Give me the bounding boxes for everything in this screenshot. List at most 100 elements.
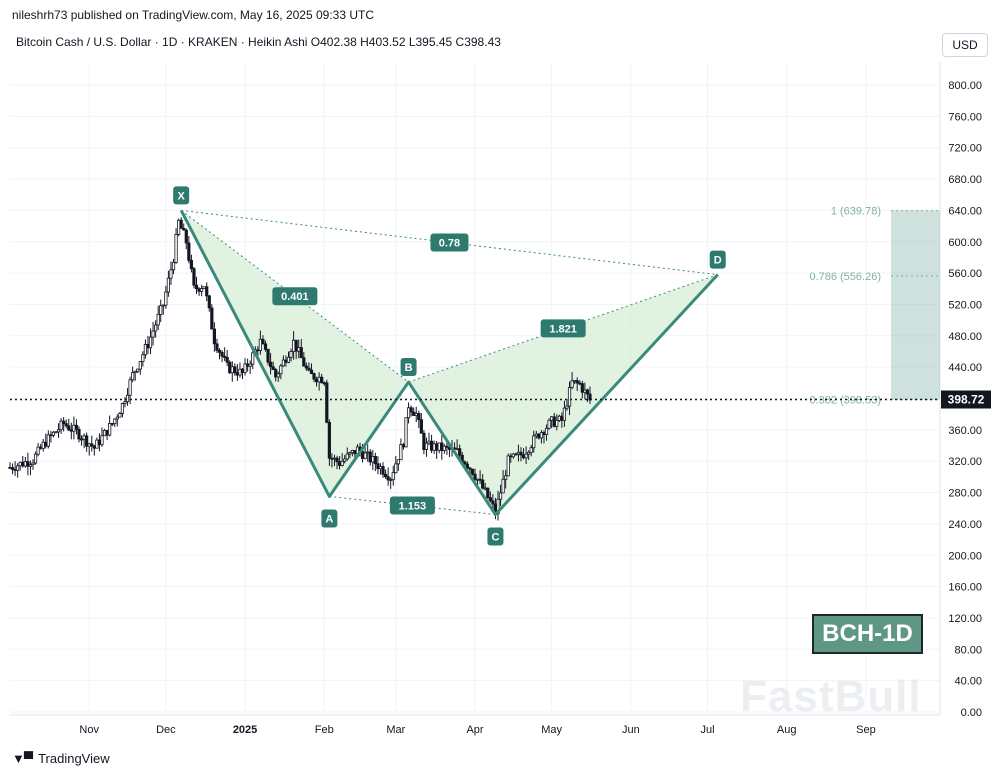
candle-body bbox=[62, 420, 66, 425]
candle-body bbox=[565, 405, 569, 409]
candle-body bbox=[246, 363, 250, 367]
candle-body bbox=[580, 383, 584, 393]
candle-body bbox=[197, 288, 201, 292]
harmonic-pattern-legs bbox=[179, 209, 719, 516]
candle-body bbox=[87, 443, 91, 447]
candle-body bbox=[266, 348, 270, 363]
candle-body bbox=[527, 451, 531, 455]
candle-body bbox=[210, 307, 214, 330]
candle-body bbox=[82, 435, 86, 440]
point-label: C bbox=[491, 531, 499, 543]
xab-triangle bbox=[181, 210, 409, 497]
candle-body bbox=[205, 286, 209, 297]
x-tick-label: May bbox=[541, 724, 562, 736]
candle-body bbox=[373, 456, 377, 465]
candle-body bbox=[555, 419, 559, 427]
candle-body bbox=[440, 442, 444, 451]
watermark: FastBull bbox=[740, 672, 922, 721]
candle-body bbox=[189, 259, 194, 270]
candle-body bbox=[363, 452, 367, 459]
candle-body bbox=[18, 461, 22, 467]
y-tick-label: 480.00 bbox=[948, 331, 982, 343]
candle-body bbox=[337, 461, 342, 466]
candle-body bbox=[105, 429, 109, 436]
candle-body bbox=[187, 242, 191, 261]
candle-body bbox=[406, 407, 411, 419]
candle-body bbox=[133, 370, 137, 374]
candle-body bbox=[26, 461, 30, 467]
projection-zone bbox=[891, 210, 940, 400]
candle-body bbox=[360, 450, 365, 459]
candle-body bbox=[220, 351, 224, 357]
candle-body bbox=[424, 442, 429, 450]
candle-body bbox=[389, 479, 393, 482]
candle-body bbox=[28, 464, 33, 467]
candle-body bbox=[547, 419, 551, 429]
candle-body bbox=[455, 448, 459, 451]
price-chart[interactable]: 800.00 760.00 720.00 680.00 640.00 600.00 560.… bbox=[0, 0, 1003, 745]
x-tick-label: Apr bbox=[466, 724, 483, 736]
point-label-box bbox=[709, 250, 726, 269]
candle-body bbox=[184, 229, 188, 244]
current-price-tag bbox=[941, 390, 991, 409]
candle-body bbox=[399, 444, 403, 461]
candle-body bbox=[251, 352, 255, 365]
candle-body bbox=[432, 443, 436, 451]
currency-button[interactable]: USD bbox=[942, 33, 988, 57]
candle-body bbox=[332, 457, 337, 460]
candle-body bbox=[108, 423, 112, 436]
candle-body bbox=[552, 416, 556, 427]
candle-body bbox=[146, 344, 150, 349]
symbol-info: Bitcoin Cash / U.S. Dollar · 1D · KRAKEN… bbox=[16, 35, 501, 49]
candle-body bbox=[36, 446, 40, 455]
candle-body bbox=[51, 431, 56, 436]
candle-body bbox=[143, 344, 148, 356]
candle-body bbox=[340, 460, 344, 466]
candle-body bbox=[256, 349, 260, 352]
candle-body bbox=[394, 463, 398, 474]
candle-body bbox=[412, 411, 416, 416]
candle-body bbox=[258, 338, 262, 351]
candle-body bbox=[8, 467, 12, 469]
candle-body bbox=[304, 365, 308, 369]
candle-body bbox=[542, 432, 546, 435]
candle-body bbox=[588, 393, 592, 401]
ratio-label: 0.401 bbox=[281, 291, 309, 303]
candle-body bbox=[521, 454, 526, 459]
candle-body bbox=[261, 338, 265, 345]
footer: ▼▀ TradingView bbox=[12, 751, 110, 766]
candle-body bbox=[335, 457, 339, 463]
candle-body bbox=[177, 219, 181, 235]
ratio-label-box bbox=[540, 319, 586, 338]
y-tick-label: 760.00 bbox=[948, 111, 982, 123]
candle-body bbox=[171, 261, 176, 271]
candle-body bbox=[378, 466, 383, 470]
candle-body bbox=[570, 380, 574, 388]
candle-body bbox=[97, 439, 102, 446]
candle-body bbox=[286, 356, 291, 363]
ratio-label: 1.821 bbox=[549, 323, 577, 335]
candle-body bbox=[475, 478, 480, 481]
candle-body bbox=[343, 458, 347, 462]
candle-body bbox=[281, 359, 285, 367]
candle-body bbox=[532, 435, 536, 449]
candle-body bbox=[371, 456, 375, 463]
candle-body bbox=[302, 357, 306, 367]
candle-body bbox=[498, 492, 503, 500]
fib-level-label: 0.786 (556.26) bbox=[809, 271, 881, 283]
candle-body bbox=[557, 415, 561, 421]
candle-body bbox=[92, 445, 96, 449]
tradingview-logo-icon: ▼▀ bbox=[12, 751, 33, 766]
y-tick-label: 200.00 bbox=[948, 550, 982, 562]
candle-body bbox=[573, 380, 577, 382]
candle-body bbox=[131, 372, 135, 381]
candle-body bbox=[445, 445, 449, 448]
candle-body bbox=[537, 433, 541, 439]
ratio-label-box bbox=[389, 496, 435, 515]
candle-body bbox=[23, 461, 27, 467]
candle-body bbox=[348, 452, 352, 455]
candle-body bbox=[248, 363, 252, 367]
candle-body bbox=[435, 443, 439, 451]
candle-body bbox=[235, 372, 239, 376]
point-label: A bbox=[325, 513, 333, 525]
